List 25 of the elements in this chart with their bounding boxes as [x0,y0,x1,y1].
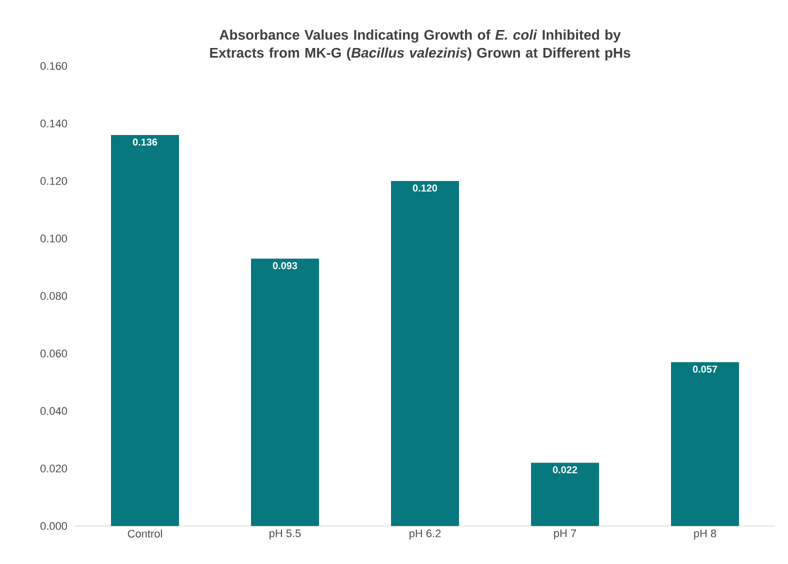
x-tick-label: pH 8 [694,530,716,540]
data-label: 0.120 [412,184,438,192]
bar [531,462,600,526]
x-tick-label: pH 7 [554,530,576,540]
x-tick-label: Control [128,530,162,538]
data-label: 0.022 [552,466,578,474]
y-tick-label: 0.040 [40,407,68,415]
y-tick-label: 0.000 [40,522,68,530]
bar [111,134,179,526]
y-tick-label: 0.160 [40,62,68,70]
x-tick-label: pH 6.2 [410,530,441,540]
x-tick-label: pH 5.5 [270,530,301,540]
y-tick-label: 0.060 [40,350,68,358]
y-tick-label: 0.100 [40,234,68,242]
data-label: 0.093 [272,262,298,270]
y-tick-label: 0.080 [40,292,68,300]
data-label: 0.057 [692,366,718,373]
chart-title: Absorbance Values Indicating Growth of E. coli Inhibited by Extracts from MK-G (Bacillus valezinis) Grown at Different pHs [210,30,630,60]
bar [391,180,460,526]
y-tick-label: 0.020 [40,464,68,472]
y-tick-label: 0.140 [40,120,68,128]
bar [251,258,320,526]
bar [671,362,740,526]
data-label: 0.136 [132,138,158,146]
y-tick-label: 0.120 [40,177,68,185]
